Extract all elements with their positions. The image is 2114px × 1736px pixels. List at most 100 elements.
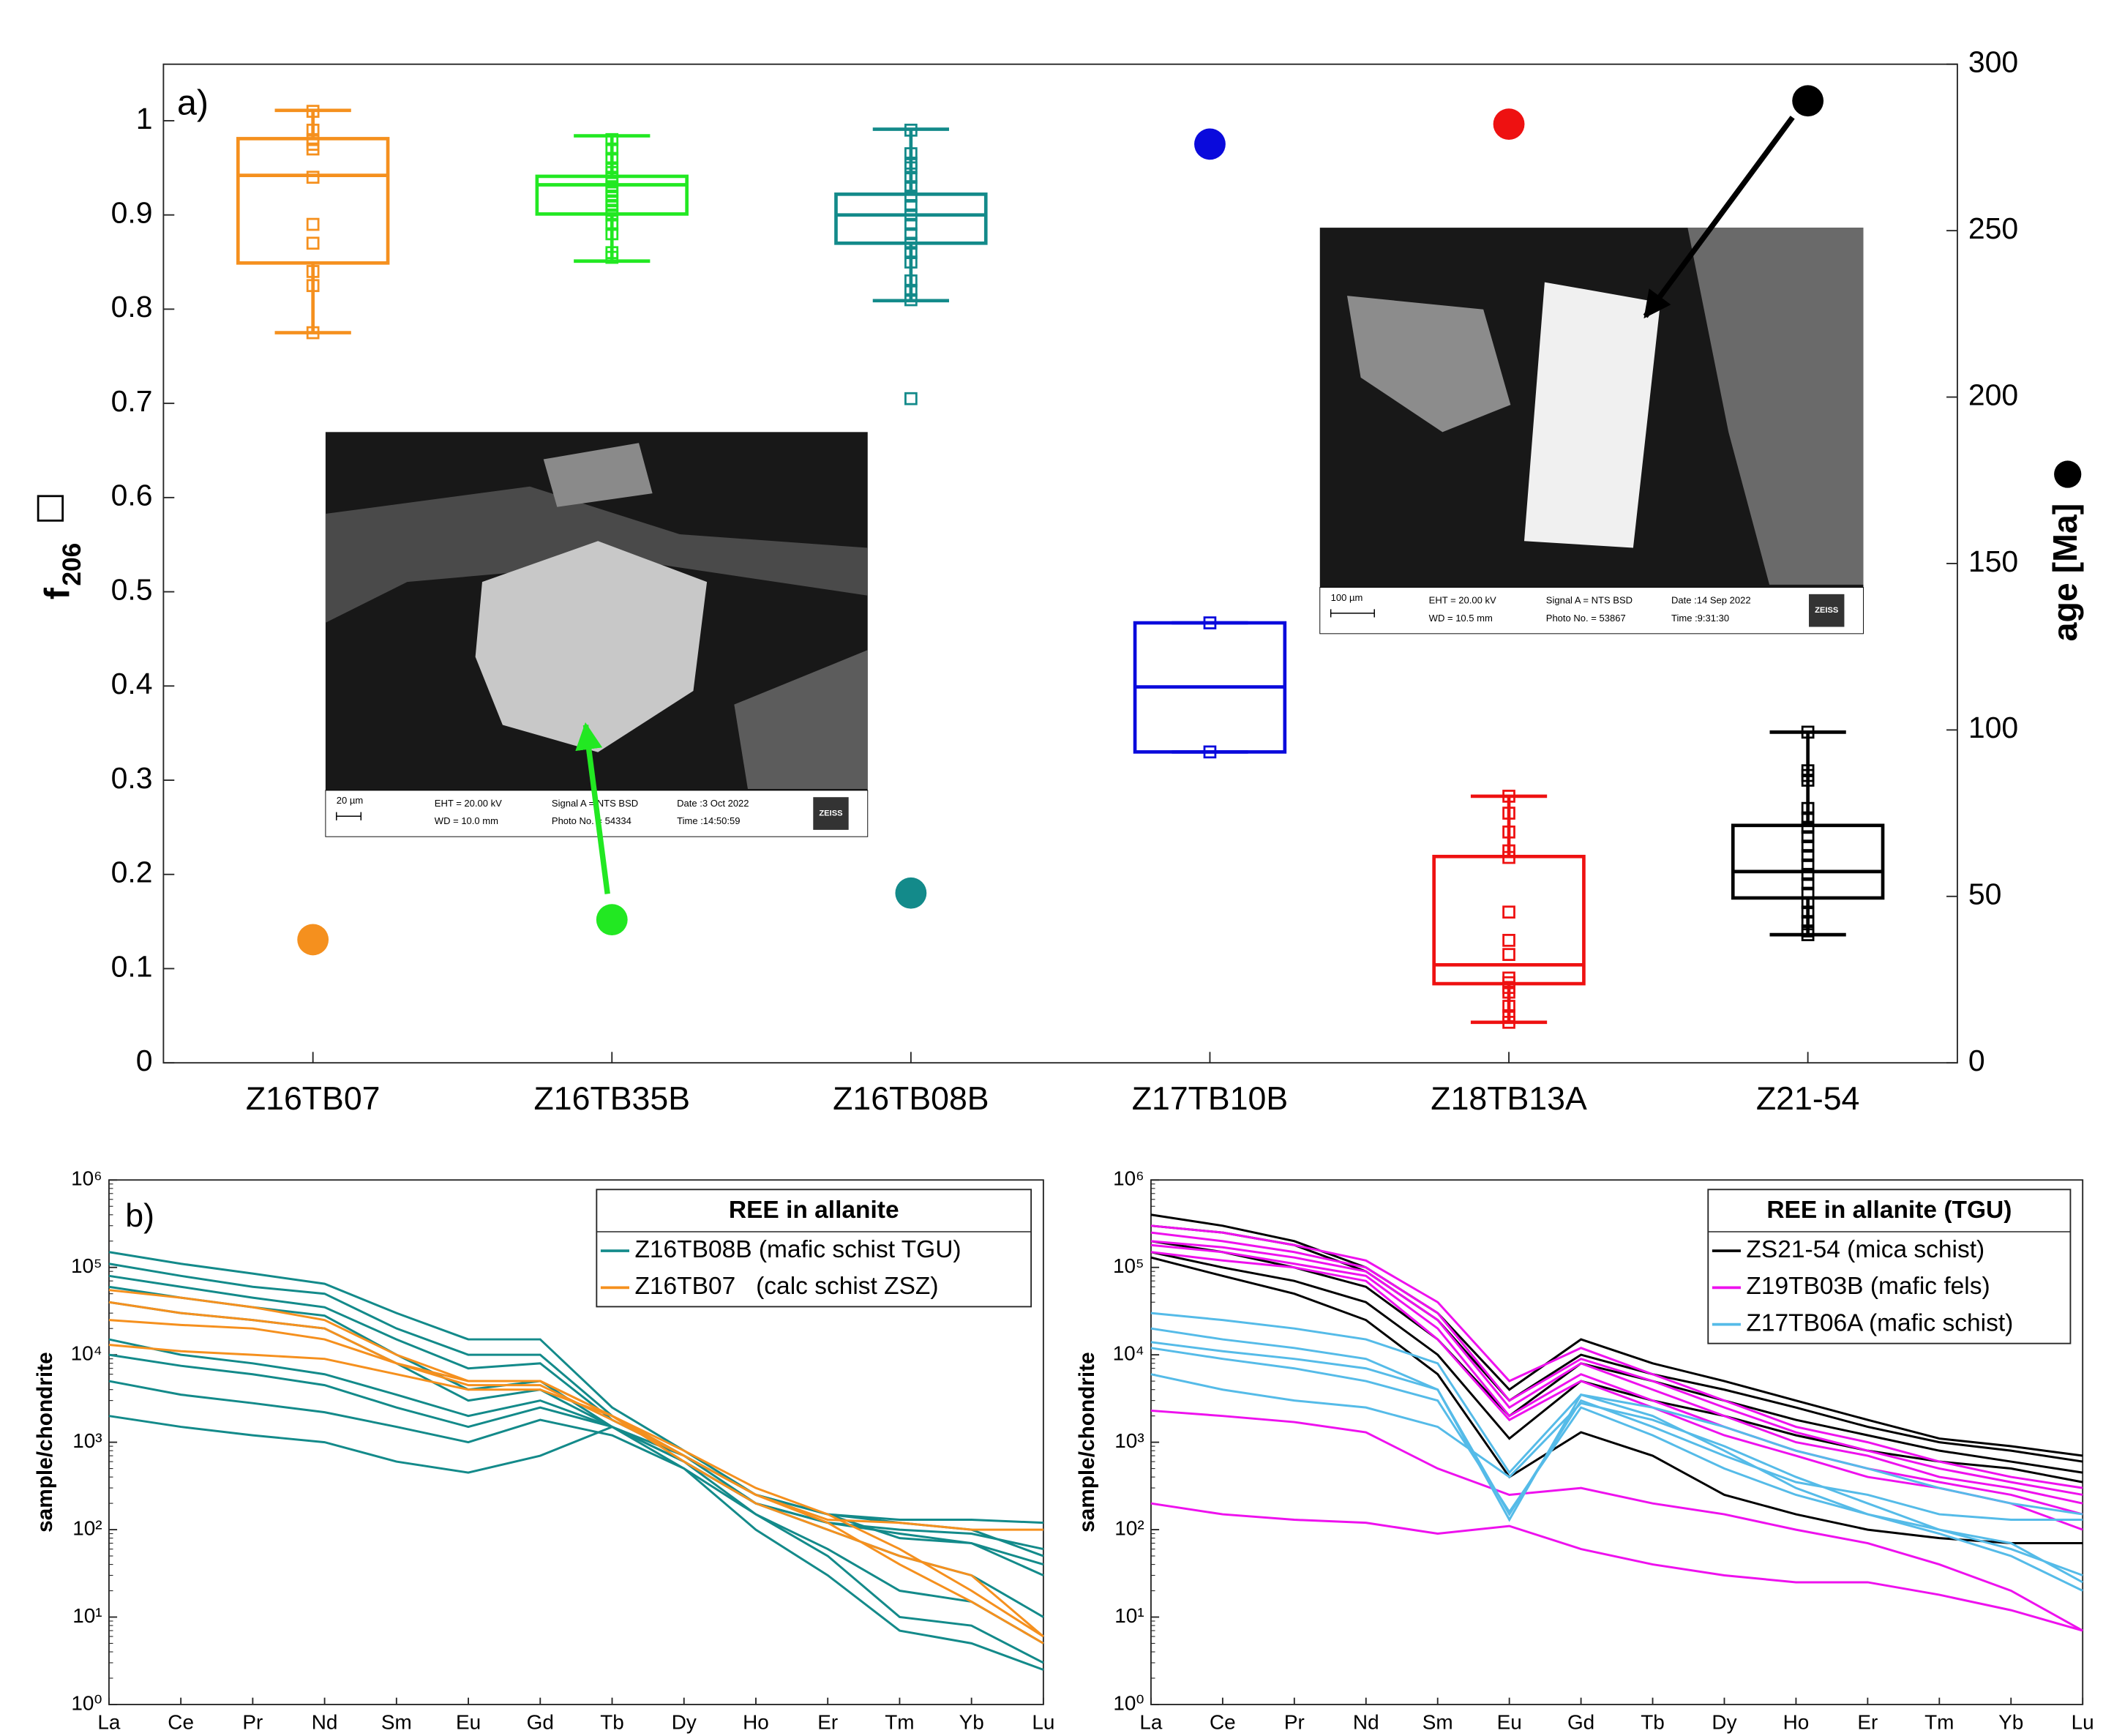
inset-time: Time :9:31:30 [1671, 613, 1729, 624]
inset-signal: Signal A = NTS BSD [1546, 595, 1633, 606]
y-tick-label: 10¹ [1114, 1604, 1144, 1627]
y-label-marker [38, 496, 63, 521]
x-tick-label: Z18TB13A [1431, 1081, 1587, 1117]
y2-tick-label: 250 [1968, 212, 2018, 245]
age-dot [297, 924, 329, 956]
box [238, 138, 388, 263]
y2-label: age [Ma] [2046, 504, 2084, 642]
y2-tick-label: 150 [1968, 545, 2018, 578]
x-tick-label: Ho [1783, 1710, 1810, 1733]
legend-title: REE in allanite [729, 1197, 899, 1224]
legend-label: Z17TB06A (mafic schist) [1746, 1309, 2013, 1336]
panel-label: b) [125, 1198, 154, 1234]
x-tick-label: Dy [1712, 1710, 1736, 1733]
y2-tick-label: 200 [1968, 378, 2018, 411]
y-tick-label: 0.2 [111, 856, 153, 889]
data-point [307, 172, 318, 183]
sample-line [109, 1290, 1043, 1636]
x-tick-label: Ho [743, 1710, 769, 1733]
y-tick-label: 0 [136, 1044, 153, 1077]
data-point [905, 393, 916, 404]
x-tick-label: Z16TB07 [246, 1081, 381, 1117]
y-tick-label: 10⁴ [71, 1342, 102, 1365]
y-tick-label: 10² [72, 1516, 102, 1539]
scale-bar-label: 100 µm [1331, 592, 1363, 603]
scale-bar-label: 20 µm [337, 795, 363, 806]
sample-line [109, 1302, 1043, 1617]
x-tick-label: Tm [885, 1710, 914, 1733]
x-tick-label: Z16TB08B [833, 1081, 989, 1117]
y-label: sample/chondrite [1075, 1352, 1099, 1532]
sample-line [109, 1345, 1043, 1637]
inset-brand: ZEISS [1815, 606, 1838, 615]
data-point [307, 219, 318, 230]
x-tick-label: Nd [312, 1710, 338, 1733]
x-tick-label: Lu [2072, 1710, 2094, 1733]
y-tick-label: 1 [136, 102, 153, 135]
age-dot [596, 904, 628, 935]
x-tick-label: Z16TB35B [534, 1081, 690, 1117]
inset-photo-no: Photo No. = 53867 [1546, 613, 1626, 624]
inset-brand: ZEISS [819, 809, 842, 818]
legend-label: ZS21-54 (mica schist) [1746, 1236, 1984, 1263]
y-label: f [38, 587, 78, 599]
y-tick-label: 0.1 [111, 949, 153, 983]
x-tick-label: Nd [1353, 1710, 1379, 1733]
data-point [1504, 949, 1515, 960]
x-tick-label: Gd [527, 1710, 554, 1733]
x-tick-label: Yb [1998, 1710, 2023, 1733]
inset-date: Date :14 Sep 2022 [1671, 595, 1751, 606]
sample-line [1151, 1348, 2083, 1582]
y-tick-label: 10³ [1114, 1429, 1144, 1452]
sample-line [109, 1381, 1043, 1643]
y-tick-label: 0.4 [111, 667, 153, 700]
inset-date: Date :3 Oct 2022 [677, 798, 749, 809]
inset-wd: WD = 10.0 mm [435, 815, 498, 826]
x-tick-label: Z17TB10B [1132, 1081, 1288, 1117]
age-dot [1792, 85, 1823, 116]
y-tick-label: 0.7 [111, 384, 153, 418]
y-axis-label: sample/chondrite [33, 1352, 57, 1532]
x-tick-label: Tm [1924, 1710, 1954, 1733]
y-tick-label: 10⁵ [1113, 1254, 1144, 1277]
sample-line [109, 1320, 1043, 1530]
y-tick-label: 10⁵ [71, 1254, 102, 1277]
x-tick-label: Er [817, 1710, 838, 1733]
x-tick-label: Z21-54 [1756, 1081, 1860, 1117]
age-dot [1194, 128, 1226, 160]
y-tick-label: 10¹ [72, 1604, 102, 1627]
inset-time: Time :14:50:59 [677, 815, 740, 826]
y-tick-label: 0.3 [111, 761, 153, 795]
inset-eht: EHT = 20.00 kV [435, 798, 502, 809]
x-tick-label: Sm [381, 1710, 412, 1733]
x-tick-label: Lu [1032, 1710, 1054, 1733]
sample-line [1151, 1503, 2083, 1631]
y-tick-label: 0.8 [111, 290, 153, 323]
x-tick-label: Ce [168, 1710, 194, 1733]
x-tick-label: Eu [456, 1710, 481, 1733]
data-point [307, 238, 318, 249]
y-label: sample/chondrite [33, 1352, 57, 1532]
legend-label: Z19TB03B (mafic fels) [1746, 1273, 1990, 1300]
legend-title: REE in allanite (TGU) [1766, 1197, 2012, 1224]
y2-tick-label: 50 [1968, 878, 2002, 911]
sample-line [109, 1276, 1043, 1556]
sample-line [1151, 1328, 2083, 1519]
x-tick-label: La [97, 1710, 121, 1733]
x-tick-label: Tb [1641, 1710, 1665, 1733]
x-tick-label: Dy [672, 1710, 697, 1733]
panel-label: a) [177, 83, 209, 122]
x-tick-label: Pr [242, 1710, 263, 1733]
inset-wd: WD = 10.5 mm [1429, 613, 1493, 624]
legend-label: Z16TB08B (mafic schist TGU) [634, 1236, 961, 1263]
y-tick-label: 10⁶ [1113, 1167, 1144, 1190]
y-tick-label: 0.5 [111, 572, 153, 606]
legend-label: Z16TB07 (calc schist ZSZ) [634, 1273, 938, 1300]
inset-eht: EHT = 20.00 kV [1429, 595, 1496, 606]
x-tick-label: La [1139, 1710, 1163, 1733]
x-tick-label: Eu [1497, 1710, 1522, 1733]
y2-tick-label: 100 [1968, 711, 2018, 744]
x-tick-label: Yb [959, 1710, 984, 1733]
x-tick-label: Er [1857, 1710, 1878, 1733]
